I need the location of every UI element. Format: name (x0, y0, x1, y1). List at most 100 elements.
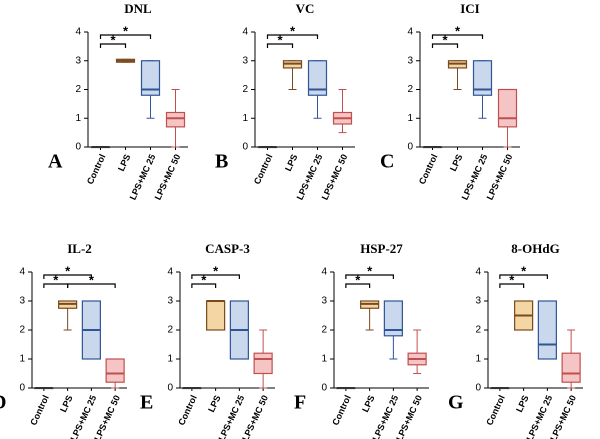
y-tick-label: 4 (321, 267, 327, 278)
y-tick-label: 0 (167, 383, 173, 394)
box (140, 60, 161, 96)
y-tick-label: 2 (407, 84, 413, 95)
significance-bracket (431, 43, 459, 48)
significance-bracket (345, 283, 371, 288)
panel-letter: C (380, 151, 394, 173)
y-tick-label: 0 (75, 142, 81, 153)
x-tick-label: Control (484, 394, 507, 427)
y-tick-label: 3 (407, 55, 413, 66)
box (497, 88, 518, 128)
y-tick-label: 2 (75, 84, 81, 95)
x-tick-label: LPS (448, 153, 464, 173)
box (165, 111, 186, 128)
y-tick-label: 2 (167, 325, 173, 336)
y-tick-label: 4 (475, 267, 481, 278)
significance-label: * (201, 272, 207, 287)
x-tick-label: Control (417, 153, 440, 186)
chart-title: CASP-3 (205, 241, 250, 256)
chart-title: VC (296, 1, 315, 16)
significance-bracket (191, 274, 240, 279)
y-tick-label: 1 (321, 354, 327, 365)
box (105, 358, 125, 383)
chart-title: DNL (124, 1, 152, 16)
box (472, 60, 493, 96)
chart-title: ICI (460, 1, 480, 16)
significance-bracket (99, 34, 152, 39)
significance-bracket (67, 283, 116, 288)
x-tick-label: Control (252, 153, 275, 186)
box (537, 300, 557, 360)
x-tick-label: Control (176, 394, 199, 427)
x-tick-label: Control (28, 394, 51, 427)
panel-letter: G (448, 392, 464, 414)
significance-label: * (277, 32, 283, 47)
significance-label: * (65, 263, 71, 278)
x-tick-label: Control (85, 153, 108, 186)
y-tick-label: 2 (19, 325, 25, 336)
x-tick-label: LPS (116, 153, 132, 173)
y-tick-label: 2 (475, 325, 481, 336)
significance-bracket (499, 274, 548, 279)
y-tick-label: 4 (242, 27, 248, 38)
panel-letter: D (0, 392, 6, 414)
x-tick-label: LPS (283, 153, 299, 173)
y-tick-label: 0 (242, 142, 248, 153)
y-tick-label: 3 (167, 296, 173, 307)
y-tick-label: 3 (475, 296, 481, 307)
significance-bracket (191, 283, 217, 288)
x-tick-label: LPS (514, 394, 530, 414)
y-tick-label: 4 (19, 267, 25, 278)
y-tick-label: 0 (19, 383, 25, 394)
x-tick-label: LPS (360, 394, 376, 414)
box (206, 300, 226, 331)
significance-bracket (43, 274, 92, 279)
chart-title: IL-2 (67, 241, 92, 256)
box (383, 300, 403, 337)
x-tick-label: LPS+MC 50 (320, 153, 350, 202)
significance-label: * (290, 23, 296, 38)
box (307, 60, 328, 96)
panel-letter: B (215, 151, 228, 173)
y-tick-label: 0 (407, 142, 413, 153)
significance-bracket (499, 283, 525, 288)
y-tick-label: 1 (475, 354, 481, 365)
significance-label: * (110, 32, 116, 47)
panel-letter: A (48, 151, 63, 173)
y-tick-label: 1 (242, 113, 248, 124)
significance-label: * (442, 32, 448, 47)
y-tick-label: 4 (167, 267, 173, 278)
y-tick-label: 4 (407, 27, 413, 38)
y-tick-label: 3 (242, 55, 248, 66)
significance-bracket (266, 34, 319, 39)
chart-title: HSP-27 (360, 241, 403, 256)
significance-label: * (53, 272, 59, 287)
significance-label: * (355, 272, 361, 287)
y-tick-label: 1 (19, 354, 25, 365)
significance-bracket (99, 43, 127, 48)
y-tick-label: 1 (75, 113, 81, 124)
significance-label: * (521, 263, 527, 278)
panel-letter: F (294, 392, 306, 414)
significance-bracket (431, 34, 484, 39)
significance-bracket (345, 274, 394, 279)
x-tick-label: Control (330, 394, 353, 427)
y-tick-label: 2 (242, 84, 248, 95)
y-tick-label: 4 (75, 27, 81, 38)
box (561, 352, 581, 383)
x-tick-label: LPS (58, 394, 74, 414)
y-tick-label: 1 (407, 113, 413, 124)
significance-label: * (123, 23, 129, 38)
significance-label: * (89, 272, 95, 287)
significance-label: * (455, 23, 461, 38)
box (253, 352, 273, 375)
significance-bracket (266, 43, 294, 48)
x-tick-label: LPS+MC 50 (153, 153, 183, 202)
